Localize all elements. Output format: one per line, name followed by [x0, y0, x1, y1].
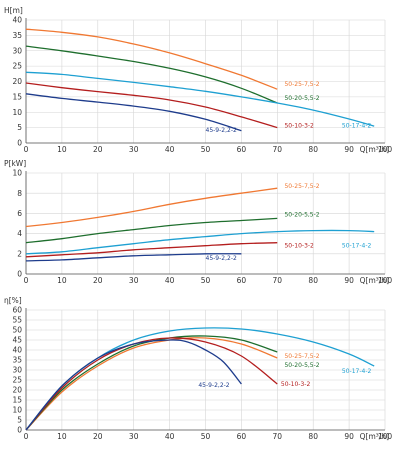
x-tick-label: 50 [201, 432, 211, 441]
series-line-45-9-2,2-2 [25, 253, 242, 262]
y-tick-label: 30 [12, 366, 22, 375]
y-tick-label: 35 [12, 31, 22, 40]
x-tick-label: 90 [344, 432, 354, 441]
series-label: 50-25-7,5-2 [284, 353, 319, 360]
series-line-45-9-2,2-2 [25, 93, 242, 132]
series-line-50-10-3-2 [25, 337, 278, 431]
x-tick-label: 10 [57, 432, 67, 441]
x-tick-label: 10 [57, 145, 67, 154]
y-tick-label: 8 [17, 189, 22, 198]
y-tick-label: 25 [12, 62, 22, 71]
series-label: 50-17-4-2 [342, 243, 372, 250]
y-tick-label: 0 [17, 139, 22, 148]
x-tick-label: 80 [308, 276, 318, 285]
series-label: 45-9-2,2-2 [198, 382, 229, 389]
y-tick-label: 5 [17, 416, 22, 425]
x-tick-label: 90 [344, 276, 354, 285]
x-tick-label: 80 [308, 432, 318, 441]
x-tick-label: 0 [24, 145, 29, 154]
series-label: 50-10-3-2 [281, 381, 311, 388]
x-tick-label: 60 [237, 145, 247, 154]
y-tick-label: 0 [17, 426, 22, 435]
x-tick-label: 40 [165, 276, 175, 285]
y-tick-label: 4 [17, 229, 22, 238]
x-tick-label: 100 [378, 276, 393, 285]
y-tick-label: 30 [12, 46, 22, 55]
y-axis-label: P[kW] [4, 159, 26, 168]
x-axis-label: Q[m³/h] [360, 145, 389, 154]
y-tick-label: 50 [12, 326, 22, 335]
series-line-45-9-2,2-2 [25, 339, 242, 431]
x-tick-label: 30 [129, 276, 139, 285]
x-tick-label: 70 [273, 145, 283, 154]
y-tick-label: 25 [12, 376, 22, 385]
x-axis-label: Q[m³/h] [360, 432, 389, 441]
series-label: 50-20-5,5-2 [284, 362, 319, 369]
x-tick-label: 0 [24, 276, 29, 285]
y-axis-label: H[m] [4, 6, 23, 15]
series-line-50-10-3-2 [25, 242, 278, 258]
y-tick-label: 15 [12, 396, 22, 405]
y-tick-label: 6 [17, 209, 22, 218]
y-tick-label: 10 [12, 108, 22, 117]
series-label: 50-25-7,5-2 [284, 183, 319, 190]
y-tick-label: 35 [12, 356, 22, 365]
series-label: 50-10-3-2 [284, 123, 314, 130]
y-tick-label: 55 [12, 316, 22, 325]
y-tick-label: 15 [12, 92, 22, 101]
y-axis-label: η[%] [4, 296, 22, 305]
series-label: 50-17-4-2 [342, 368, 372, 375]
series-label: 50-10-3-2 [284, 243, 314, 250]
x-tick-label: 20 [93, 145, 103, 154]
series-label: 45-9-2,2-2 [206, 127, 237, 134]
y-tick-label: 2 [17, 249, 22, 258]
x-tick-label: 60 [237, 276, 247, 285]
x-tick-label: 10 [57, 276, 67, 285]
series-line-50-20-5,5-2 [25, 217, 278, 244]
chart-panel-3: 0 10 20 30 40 50 60 70 80 90 100051015202530354045… [4, 296, 392, 441]
x-tick-label: 30 [129, 432, 139, 441]
x-tick-label: 100 [378, 432, 393, 441]
series-line-50-25-7,5-2 [25, 187, 278, 228]
series-label: 50-25-7,5-2 [284, 81, 319, 88]
chart-panel-2: 0 10 20 30 40 50 60 70 80 90 1000246810P[kW]Q[m³/h… [4, 159, 392, 285]
y-tick-label: 40 [12, 346, 22, 355]
x-tick-label: 50 [201, 145, 211, 154]
x-tick-label: 30 [129, 145, 139, 154]
series-line-50-25-7,5-2 [25, 28, 278, 90]
series-line-50-20-5,5-2 [25, 45, 278, 104]
y-tick-label: 5 [17, 123, 22, 132]
y-tick-label: 10 [12, 169, 22, 178]
x-axis-label: Q[m³/h] [360, 276, 389, 285]
x-tick-label: 20 [93, 276, 103, 285]
x-tick-label: 70 [273, 432, 283, 441]
series-line-50-17-4-2 [25, 71, 375, 127]
series-label: 50-17-4-2 [342, 123, 372, 130]
series-label: 45-9-2,2-2 [206, 255, 237, 262]
series-label: 50-20-5,5-2 [284, 211, 319, 218]
y-tick-label: 20 [12, 77, 22, 86]
y-tick-label: 45 [12, 336, 22, 345]
series-line-50-10-3-2 [25, 82, 278, 129]
y-tick-label: 40 [12, 16, 22, 25]
y-tick-label: 0 [17, 270, 22, 279]
x-tick-label: 90 [344, 145, 354, 154]
series-label: 50-20-5,5-2 [284, 95, 319, 102]
x-tick-label: 60 [237, 432, 247, 441]
series-line-50-25-7,5-2 [25, 337, 278, 431]
x-tick-label: 20 [93, 432, 103, 441]
x-tick-label: 50 [201, 276, 211, 285]
x-tick-label: 0 [24, 432, 29, 441]
y-tick-label: 10 [12, 406, 22, 415]
y-tick-label: 60 [12, 306, 22, 315]
x-tick-label: 40 [165, 145, 175, 154]
chart-panel-1: 0 10 20 30 40 50 60 70 80 90 1000510152025303540H[… [4, 6, 392, 154]
x-tick-label: 100 [378, 145, 393, 154]
series-line-50-17-4-2 [25, 229, 375, 255]
x-tick-label: 70 [273, 276, 283, 285]
y-tick-label: 20 [12, 386, 22, 395]
x-tick-label: 80 [308, 145, 318, 154]
x-tick-label: 40 [165, 432, 175, 441]
